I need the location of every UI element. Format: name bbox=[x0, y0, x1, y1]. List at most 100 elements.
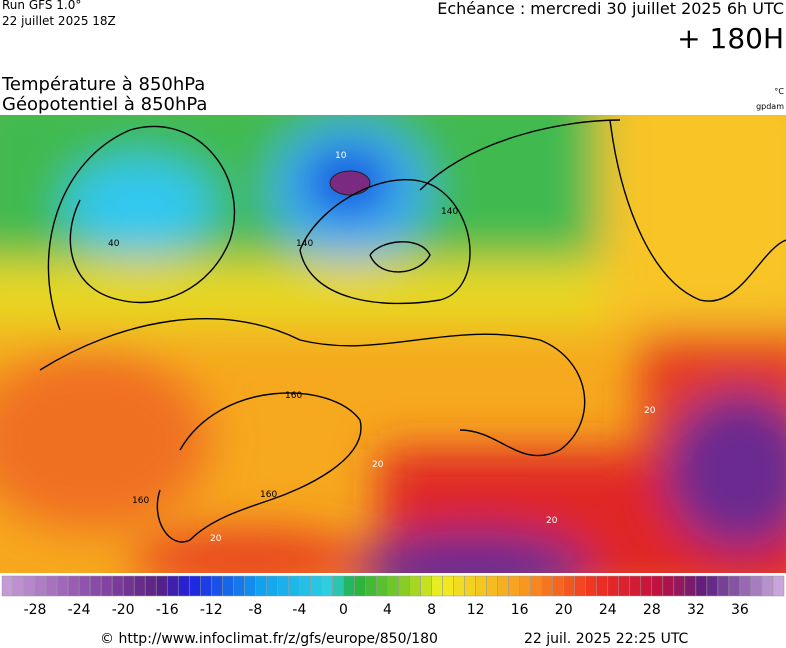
colorbar-tick-label: 4 bbox=[383, 602, 392, 618]
color-swatch bbox=[376, 575, 388, 597]
color-swatch bbox=[585, 575, 598, 597]
color-swatch bbox=[56, 575, 69, 597]
colorbar-tick-label: 16 bbox=[511, 602, 529, 618]
contour-label: 20 bbox=[546, 516, 558, 526]
color-swatch bbox=[541, 575, 553, 597]
color-swatch bbox=[177, 575, 190, 597]
color-swatch bbox=[409, 575, 421, 597]
color-swatch bbox=[332, 575, 344, 597]
color-swatch bbox=[475, 575, 487, 597]
source-url: © http://www.infoclimat.fr/z/gfs/europe/… bbox=[100, 631, 438, 647]
contour-label: 140 bbox=[441, 207, 458, 217]
color-swatch bbox=[574, 575, 586, 597]
title-geopotential: Géopotentiel à 850hPa bbox=[2, 94, 207, 115]
color-swatch bbox=[761, 575, 774, 597]
color-swatch bbox=[144, 575, 157, 597]
colorbar-tick-label: -12 bbox=[200, 602, 223, 618]
run-date: 22 juillet 2025 18Z bbox=[2, 14, 116, 28]
colorbar-tick-label: -24 bbox=[68, 602, 91, 618]
color-swatch bbox=[651, 575, 664, 597]
contour-label: 40 bbox=[108, 239, 120, 249]
color-swatch bbox=[188, 575, 201, 597]
colorbar-tick-label: 20 bbox=[555, 602, 573, 618]
color-swatch bbox=[200, 575, 212, 597]
color-swatch bbox=[431, 575, 443, 597]
colorbar-tick-label: 24 bbox=[599, 602, 617, 618]
color-swatch bbox=[211, 575, 223, 597]
color-swatch bbox=[133, 575, 146, 597]
color-swatch bbox=[706, 575, 719, 597]
color-swatch bbox=[497, 575, 509, 597]
color-swatch bbox=[464, 575, 476, 597]
color-swatch bbox=[596, 575, 609, 597]
color-swatch bbox=[673, 575, 686, 597]
color-swatch bbox=[89, 575, 102, 597]
color-swatch bbox=[343, 575, 355, 597]
contour-label: 20 bbox=[644, 406, 656, 416]
contour-label: 10 bbox=[335, 151, 347, 161]
color-swatch bbox=[365, 575, 377, 597]
contour-label: 160 bbox=[285, 391, 302, 401]
colorbar-tick-label: 36 bbox=[731, 602, 749, 618]
color-swatch bbox=[618, 575, 631, 597]
lead-time: + 180H bbox=[677, 22, 784, 55]
colorbar-tick-label: -4 bbox=[292, 602, 306, 618]
color-swatch bbox=[23, 575, 36, 597]
color-swatch bbox=[519, 575, 531, 597]
color-swatch bbox=[772, 575, 785, 597]
color-swatch bbox=[739, 575, 752, 597]
contour-label: 140 bbox=[296, 239, 313, 249]
colorbar-tick-label: 0 bbox=[339, 602, 348, 618]
color-swatch bbox=[166, 575, 179, 597]
color-swatch bbox=[453, 575, 465, 597]
color-swatch bbox=[277, 575, 289, 597]
contour-label: 20 bbox=[210, 534, 222, 544]
color-swatch bbox=[233, 575, 245, 597]
title-temperature: Température à 850hPa bbox=[1, 74, 205, 95]
color-swatch bbox=[12, 575, 25, 597]
color-swatch bbox=[420, 575, 432, 597]
footer-date: 22 juil. 2025 22:25 UTC bbox=[524, 631, 689, 647]
color-swatch bbox=[100, 575, 113, 597]
color-swatch bbox=[640, 575, 653, 597]
colorbar: -28 -24 -20 -16 -12 -8 -4 0 4 8 12 16 20 24 28 32 36 bbox=[1, 575, 785, 618]
colorbar-tick-label: 8 bbox=[427, 602, 436, 618]
color-swatch bbox=[155, 575, 168, 597]
echeance: Echéance : mercredi 30 juillet 2025 6h U… bbox=[437, 0, 784, 18]
color-swatch bbox=[255, 575, 267, 597]
contour-label: 160 bbox=[132, 496, 149, 506]
color-swatch bbox=[266, 575, 278, 597]
color-swatch bbox=[486, 575, 498, 597]
run-label: Run GFS 1.0° bbox=[2, 0, 81, 12]
color-swatch bbox=[662, 575, 675, 597]
colorbar-tick-label: -16 bbox=[156, 602, 179, 618]
unit-temperature: °C bbox=[774, 87, 784, 96]
colorbar-tick-label: 28 bbox=[643, 602, 661, 618]
contour-label: 20 bbox=[372, 460, 384, 470]
color-swatch bbox=[750, 575, 763, 597]
color-swatch bbox=[222, 575, 234, 597]
color-swatch bbox=[310, 575, 322, 597]
color-swatch bbox=[552, 575, 564, 597]
colorbar-tick-label: -20 bbox=[112, 602, 135, 618]
color-swatch bbox=[111, 575, 124, 597]
color-swatch bbox=[78, 575, 91, 597]
color-swatch bbox=[354, 575, 366, 597]
color-swatch bbox=[563, 575, 575, 597]
color-swatch bbox=[45, 575, 58, 597]
color-swatch bbox=[67, 575, 80, 597]
color-swatch bbox=[299, 575, 311, 597]
contour-label: 160 bbox=[260, 490, 277, 500]
color-swatch bbox=[728, 575, 741, 597]
color-swatch bbox=[288, 575, 300, 597]
color-swatch bbox=[684, 575, 697, 597]
unit-geopotential: gpdam bbox=[756, 102, 784, 111]
colorbar-tick-label: 32 bbox=[687, 602, 705, 618]
color-swatch bbox=[34, 575, 47, 597]
colorbar-tick-label: -28 bbox=[24, 602, 47, 618]
color-swatch bbox=[629, 575, 642, 597]
color-swatch bbox=[530, 575, 542, 597]
map: 10 40 140 140 160 160 160 20 20 20 20 bbox=[0, 115, 786, 573]
color-swatch bbox=[695, 575, 708, 597]
